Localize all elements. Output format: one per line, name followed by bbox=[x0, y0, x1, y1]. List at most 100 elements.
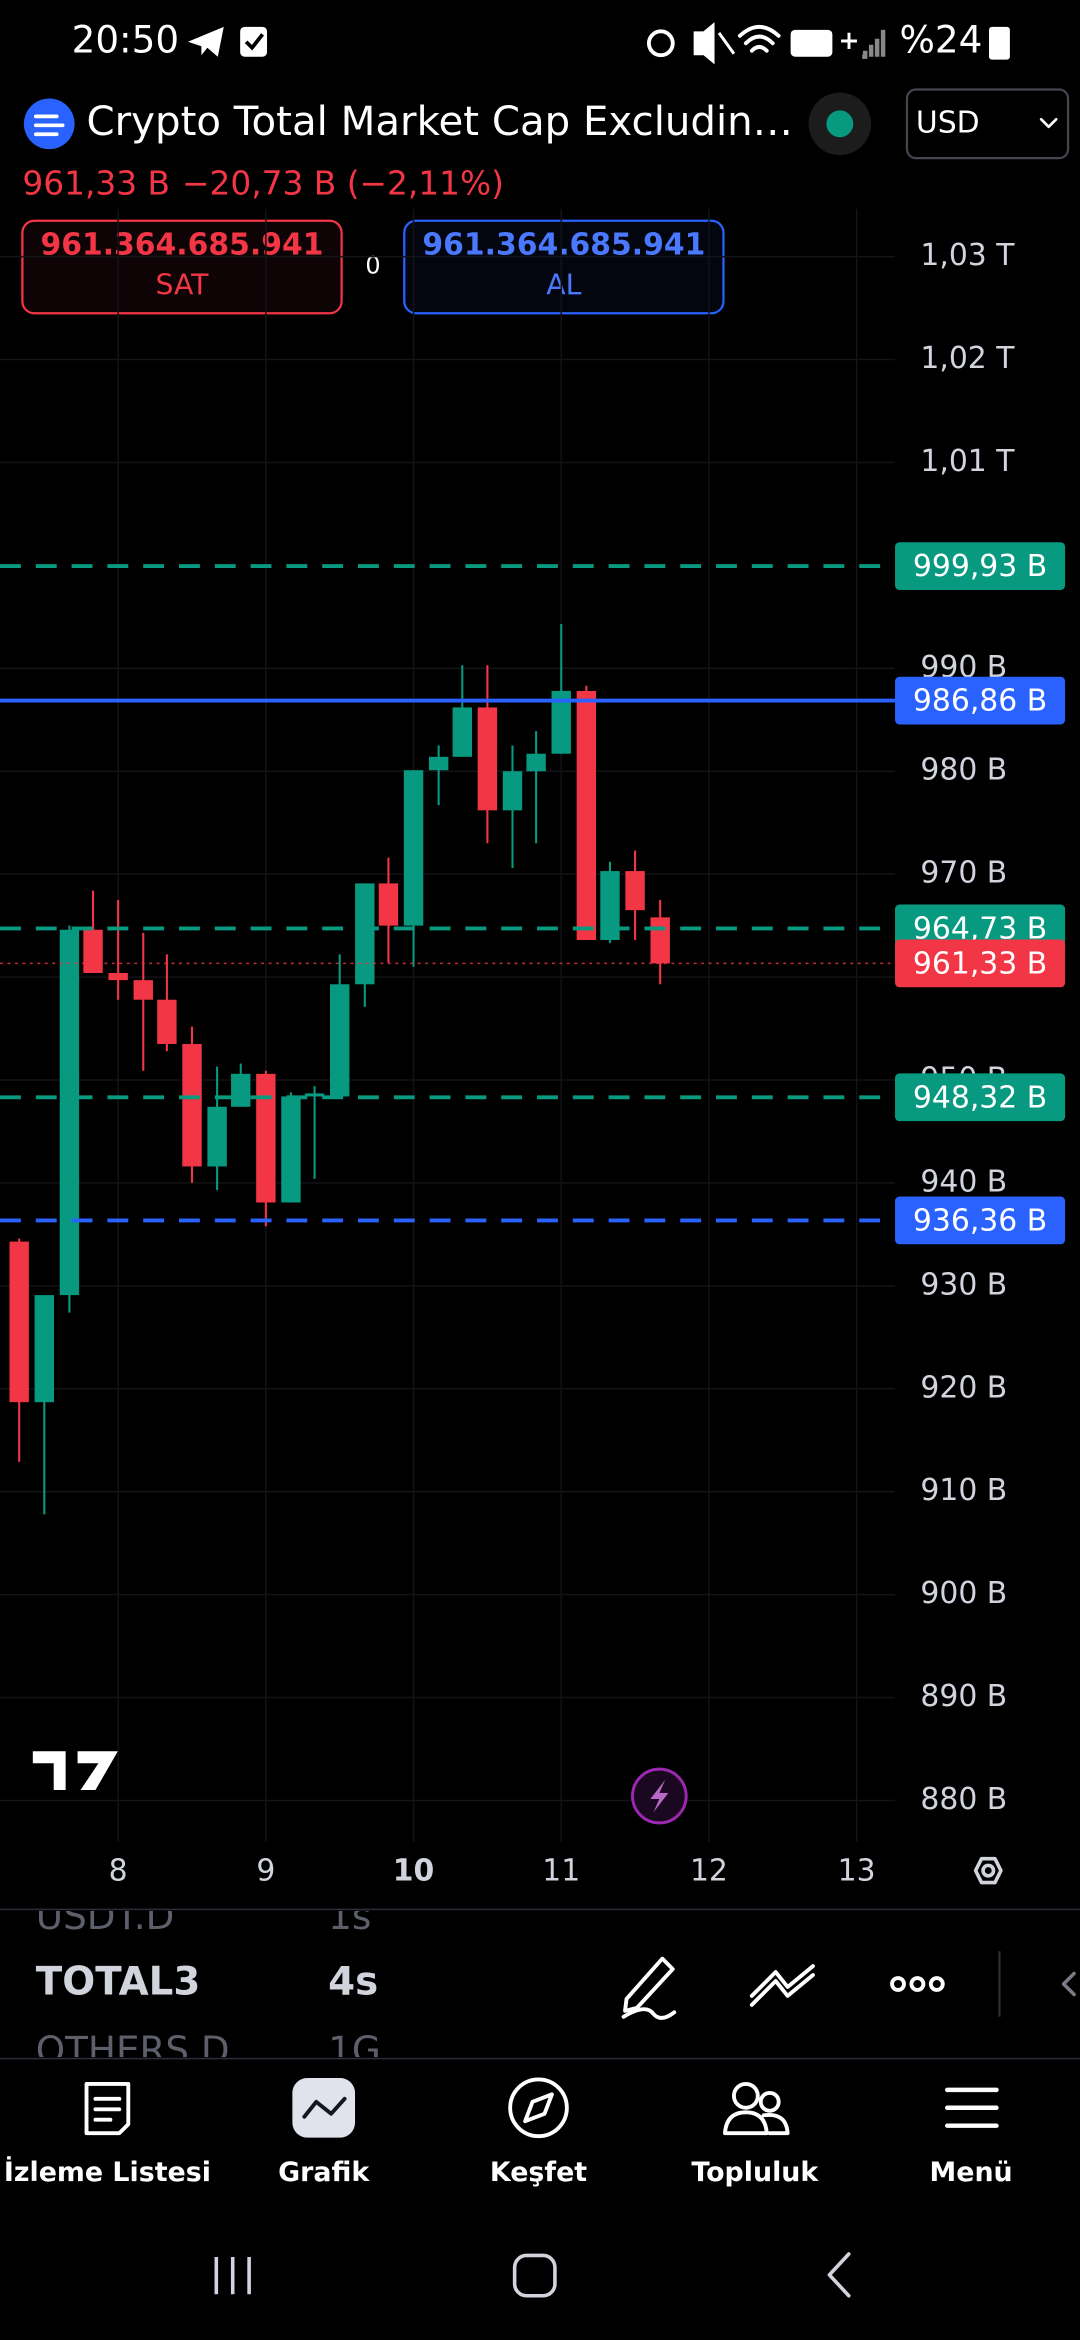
candle-body bbox=[207, 1106, 227, 1167]
candle-body bbox=[600, 871, 620, 941]
nav-explore-needle bbox=[523, 2092, 554, 2124]
telegram-icon bbox=[187, 26, 224, 57]
candle-body bbox=[330, 984, 350, 1097]
price-tag bbox=[895, 676, 1066, 725]
task-check bbox=[244, 33, 265, 51]
nav-label[interactable]: Menü bbox=[930, 2157, 1013, 2188]
sys-home[interactable] bbox=[512, 2253, 557, 2298]
alarm-icon bbox=[646, 29, 675, 58]
currency-chevron bbox=[1039, 117, 1058, 129]
signal-icon bbox=[862, 29, 886, 59]
candle-body bbox=[9, 1241, 29, 1403]
watch-interval: 1G bbox=[328, 2028, 381, 2072]
buy-price: 961.364.685.941 bbox=[422, 228, 705, 263]
watch-interval: 4s bbox=[328, 1959, 378, 2004]
nav-community-icon[interactable] bbox=[731, 2081, 760, 2110]
chart-settings-dot bbox=[981, 1863, 996, 1878]
hd-plus: + bbox=[838, 25, 859, 55]
candle-body bbox=[378, 883, 399, 926]
price-tag-label: 961,33 B bbox=[913, 946, 1047, 981]
wifi-icon bbox=[737, 24, 781, 53]
y-tick-label: 970 B bbox=[920, 856, 1007, 891]
buy-button[interactable] bbox=[403, 219, 725, 315]
toolbar-collapse[interactable] bbox=[1061, 1971, 1076, 1997]
candle-body bbox=[182, 1043, 202, 1167]
candle-body bbox=[576, 690, 597, 941]
candle-body bbox=[281, 1096, 301, 1203]
currency-select[interactable] bbox=[905, 88, 1070, 160]
nav-label[interactable]: İzleme Listesi bbox=[4, 2156, 211, 2188]
buy-label: AL bbox=[546, 268, 581, 301]
more-dot[interactable] bbox=[890, 1976, 906, 1992]
market-status-dot bbox=[826, 110, 854, 138]
candle-body bbox=[650, 917, 670, 964]
price-tag bbox=[895, 1073, 1066, 1122]
candle-body bbox=[526, 753, 546, 772]
x-tick-label: 11 bbox=[542, 1854, 580, 1889]
watch-symbol[interactable]: OTHERS.D bbox=[36, 2028, 230, 2072]
y-tick-label: 1,02 T bbox=[920, 341, 1015, 376]
nav-watchlist-icon[interactable] bbox=[84, 2081, 131, 2136]
candle-body bbox=[625, 871, 645, 911]
nav-label[interactable]: Keşfet bbox=[490, 2157, 587, 2188]
watchlist: USDT.D 1s TOTAL3 4s OTHERS.D 1G bbox=[36, 1894, 381, 2072]
y-tick-label: 920 B bbox=[920, 1370, 1007, 1405]
nav-chart-icon bbox=[302, 2096, 347, 2119]
candle-body bbox=[157, 999, 177, 1044]
candle-body bbox=[355, 883, 375, 985]
y-tick-label: 930 B bbox=[920, 1267, 1007, 1302]
more-dot[interactable] bbox=[909, 1976, 926, 1992]
trend-tool[interactable] bbox=[749, 1964, 815, 2007]
sys-recent[interactable] bbox=[214, 2256, 251, 2295]
candle-body bbox=[477, 707, 498, 811]
task-icon bbox=[240, 26, 268, 57]
sell-label: SAT bbox=[155, 268, 209, 301]
symbol-title[interactable]: Crypto Total Market Cap Excludin… bbox=[87, 99, 793, 145]
last-price: 961,33 B bbox=[22, 164, 170, 202]
candle-body bbox=[83, 929, 103, 973]
x-tick-label: 12 bbox=[690, 1854, 728, 1889]
status-time: 20:50 bbox=[72, 17, 179, 61]
nav-community-body bbox=[723, 2110, 790, 2136]
x-tick-label: 8 bbox=[109, 1854, 128, 1889]
nav-menu-icon[interactable] bbox=[945, 2087, 999, 2128]
more-dot[interactable] bbox=[928, 1976, 945, 1992]
watch-interval: 1s bbox=[328, 1894, 371, 1938]
candle-body bbox=[551, 690, 571, 754]
candle-body bbox=[59, 929, 80, 1296]
x-tick-label: 10 bbox=[393, 1854, 435, 1889]
candle-body bbox=[256, 1073, 276, 1203]
nav-label[interactable]: Grafik bbox=[278, 2157, 370, 2188]
candle-body bbox=[34, 1295, 55, 1403]
candle-body bbox=[403, 770, 424, 926]
sell-button[interactable] bbox=[21, 219, 343, 315]
sys-back[interactable] bbox=[827, 2252, 851, 2298]
price-tag bbox=[895, 939, 1066, 988]
price-tag bbox=[895, 542, 1066, 590]
y-tick-label: 910 B bbox=[920, 1473, 1007, 1508]
battery-text: %24 bbox=[900, 17, 983, 61]
lightning-icon bbox=[650, 1779, 669, 1813]
candle-body bbox=[428, 756, 449, 771]
nav-community-icon bbox=[758, 2090, 781, 2113]
price-tag-label: 986,86 B bbox=[913, 684, 1047, 719]
chart-settings-icon[interactable] bbox=[973, 1856, 1003, 1885]
watch-symbol[interactable]: TOTAL3 bbox=[36, 1959, 201, 2004]
y-tick-label: 980 B bbox=[920, 753, 1007, 788]
sell-price: 961.364.685.941 bbox=[40, 228, 323, 263]
price-tag-label: 948,32 B bbox=[913, 1080, 1047, 1115]
watch-symbol[interactable]: USDT.D bbox=[36, 1894, 175, 1938]
symbol-logo-glyph bbox=[33, 114, 65, 137]
x-tick-label: 13 bbox=[838, 1854, 876, 1889]
draw-tool[interactable] bbox=[621, 1956, 677, 2020]
x-tick-label: 9 bbox=[256, 1854, 275, 1889]
spread: 0 bbox=[365, 252, 380, 280]
nav-label[interactable]: Topluluk bbox=[691, 2157, 819, 2188]
nav-explore-icon[interactable] bbox=[508, 2077, 569, 2139]
price-tag bbox=[895, 1196, 1066, 1245]
y-tick-label: 1,03 T bbox=[920, 238, 1015, 273]
price-change: −20,73 B (−2,11%) bbox=[182, 164, 504, 202]
